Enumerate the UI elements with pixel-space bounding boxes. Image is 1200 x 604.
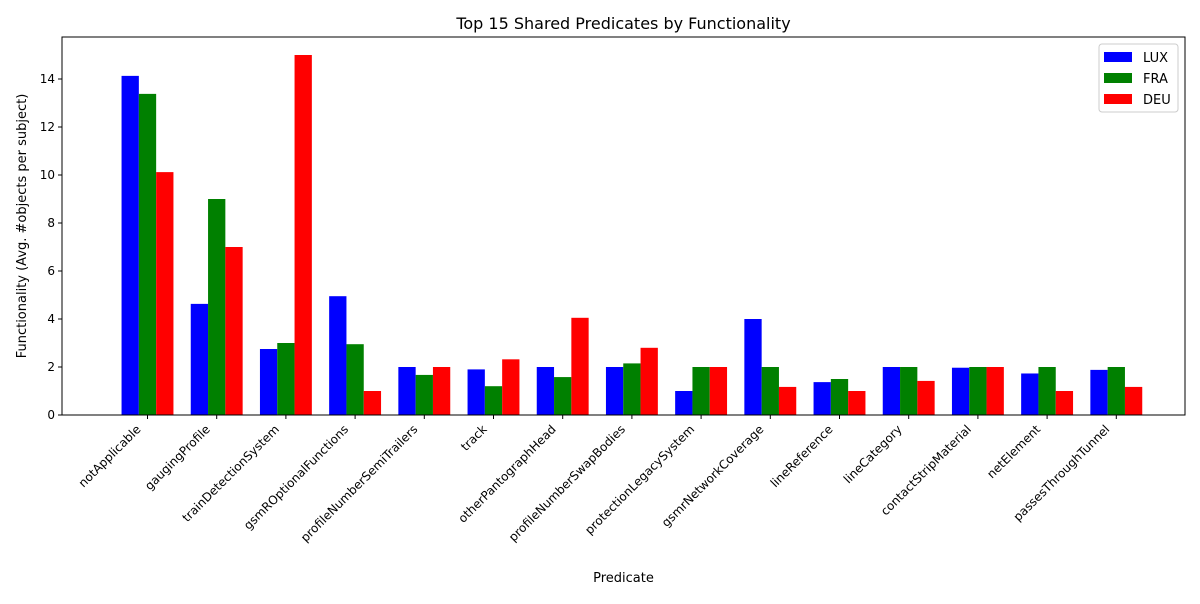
bar-fra-trainDetectionSystem [277,343,295,415]
x-axis-label: Predicate [593,571,654,586]
bar-fra-protectionLegacySystem [692,367,710,415]
chart-title: Top 15 Shared Predicates by Functionalit… [455,14,790,33]
bar-lux-trainDetectionSystem [259,349,278,415]
bar-lux-gaugingProfile [190,303,209,415]
bar-fra-gsmrNetworkCoverage [761,367,779,415]
legend: LUX FRA DEU [1098,43,1179,113]
bar-fra-profileNumberSemiTrailers [415,374,433,415]
bar-fra-gsmROptionalFunctions [346,344,364,415]
bar-lux-otherPantographHead [536,367,555,415]
bar-deu-gaugingProfile [225,247,243,415]
bar-fra-profileNumberSwapBodies [623,363,641,415]
y-axis-ticks: 0 2 4 6 8 10 12 14 [40,72,62,422]
bar-lux-notApplicable [121,75,139,415]
legend-swatch-lux [1104,52,1132,62]
bar-fra-notApplicable [138,93,157,415]
bar-fra-netElement [1038,367,1056,415]
legend-swatch-deu [1104,94,1132,104]
y-tick-label: 6 [47,264,55,278]
y-tick-label: 0 [47,408,55,422]
legend-label-deu: DEU [1143,93,1171,108]
bar-fra-track [484,386,503,415]
bar-fra-passesThroughTunnel [1107,367,1125,415]
bar-fra-lineCategory [900,367,918,415]
bar-deu-lineReference [848,391,866,415]
legend-swatch-fra [1104,73,1132,83]
bar-lux-profileNumberSwapBodies [605,367,624,415]
y-tick-label: 12 [40,120,55,134]
bar-deu-netElement [1055,391,1074,415]
bar-deu-passesThroughTunnel [1124,386,1143,415]
bar-deu-protectionLegacySystem [709,367,728,415]
bar-deu-profileNumberSemiTrailers [432,367,451,415]
bar-deu-contactStripMaterial [986,367,1004,415]
bar-lux-lineCategory [882,367,901,415]
legend-label-fra: FRA [1143,72,1168,87]
bar-fra-contactStripMaterial [969,367,987,415]
bar-deu-otherPantographHead [571,317,589,415]
bar-deu-gsmrNetworkCoverage [778,386,797,415]
bar-fra-lineReference [830,379,849,415]
bar-lux-lineReference [813,382,831,415]
bar-lux-protectionLegacySystem [675,391,693,415]
bar-lux-gsmrNetworkCoverage [744,319,762,415]
bar-deu-notApplicable [156,172,174,415]
y-axis-label: Functionality (Avg. #objects per subject… [15,94,30,359]
bar-lux-gsmROptionalFunctions [329,296,347,415]
plot-frame [61,36,1186,416]
y-tick-label: 14 [40,72,55,86]
y-tick-label: 2 [47,360,55,374]
bar-fra-gaugingProfile [208,199,226,415]
bar-lux-profileNumberSemiTrailers [398,367,416,415]
bars-group [121,55,1143,415]
bar-lux-track [467,369,485,415]
y-tick-label: 8 [47,216,55,230]
bar-deu-profileNumberSwapBodies [640,347,658,415]
bar-lux-passesThroughTunnel [1090,369,1108,415]
bar-deu-lineCategory [917,380,935,415]
legend-label-lux: LUX [1143,51,1168,66]
bar-fra-otherPantographHead [554,377,572,415]
y-tick-label: 4 [47,312,55,326]
bar-deu-trainDetectionSystem [294,55,312,415]
bar-lux-contactStripMaterial [951,367,970,415]
bar-deu-track [502,359,520,415]
y-tick-label: 10 [40,168,55,182]
bar-deu-gsmROptionalFunctions [363,391,382,415]
bar-lux-netElement [1021,373,1039,415]
